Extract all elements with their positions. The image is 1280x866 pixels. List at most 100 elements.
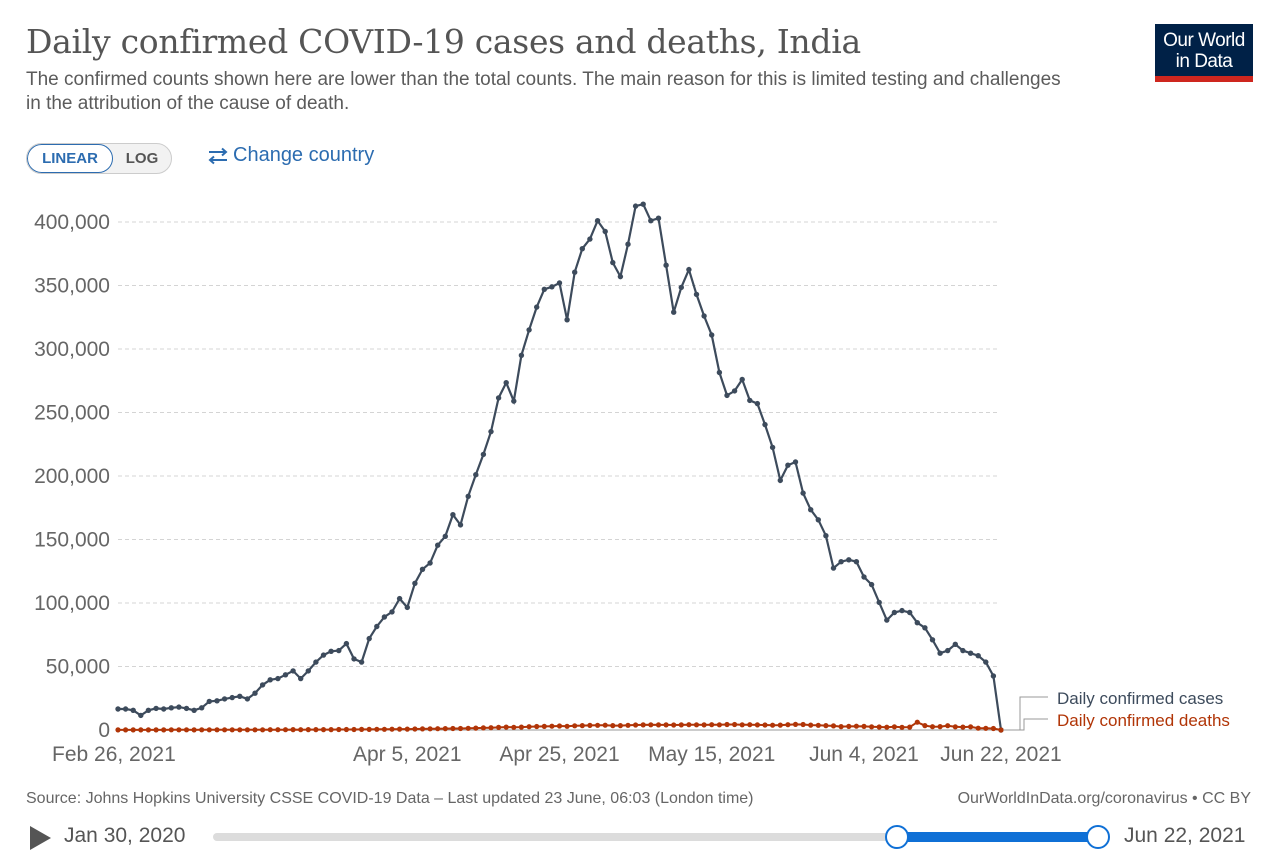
cases-point	[876, 599, 882, 606]
timeline-selected-range[interactable]	[897, 832, 1098, 842]
deaths-point	[282, 727, 289, 733]
cases-point	[777, 477, 783, 484]
deaths-point	[168, 727, 174, 733]
cases-point	[891, 609, 898, 616]
deaths-point	[252, 727, 258, 733]
cases-point	[815, 517, 821, 523]
x-tick-label: Jun 22, 2021	[940, 743, 1061, 766]
cases-point	[259, 682, 266, 688]
deaths-point	[846, 723, 852, 730]
cases-point	[602, 228, 608, 235]
y-tick-label: 150,000	[34, 529, 110, 552]
cases-point	[450, 512, 456, 518]
deaths-point	[777, 722, 783, 728]
cases-point	[381, 614, 388, 620]
cases-point	[564, 317, 570, 323]
deaths-point	[336, 726, 342, 733]
deaths-point	[678, 722, 684, 728]
timeline-end-handle[interactable]	[1086, 825, 1110, 849]
cases-point	[937, 650, 943, 656]
linear-scale-button[interactable]: LINEAR	[27, 144, 113, 173]
deaths-point	[770, 722, 776, 728]
deaths-point	[595, 722, 601, 728]
cases-point	[115, 706, 121, 712]
cases-point	[769, 444, 776, 451]
change-country-button[interactable]: Change country	[206, 144, 374, 167]
cases-point	[404, 604, 410, 611]
deaths-point	[899, 724, 905, 730]
deaths-point	[640, 722, 646, 728]
cases-point	[610, 259, 616, 266]
deaths-point	[374, 726, 380, 732]
timeline-track[interactable]	[213, 833, 1099, 841]
deaths-point	[320, 727, 327, 733]
deaths-point	[343, 726, 349, 733]
y-tick-label: 350,000	[34, 275, 110, 298]
deaths-point	[206, 727, 212, 733]
deaths-point	[823, 723, 829, 729]
cases-point	[214, 698, 220, 704]
deaths-point	[534, 723, 540, 730]
change-country-label: Change country	[233, 144, 375, 166]
cases-point	[747, 397, 753, 404]
deaths-point	[686, 722, 692, 728]
deaths-point	[351, 726, 357, 733]
site-license-link[interactable]: OurWorldInData.org/coronavirus • CC BY	[957, 790, 1251, 807]
deaths-point	[541, 723, 547, 730]
timeline-start-handle[interactable]	[885, 825, 909, 849]
deaths-point	[412, 726, 418, 732]
cases-point	[221, 696, 228, 702]
cases-point	[617, 273, 624, 280]
cases-point	[846, 557, 852, 563]
cases-point	[785, 462, 791, 468]
cases-point	[366, 635, 372, 642]
cases-point	[929, 637, 936, 643]
deaths-point	[914, 719, 920, 725]
play-icon[interactable]	[30, 826, 51, 850]
cases-point	[183, 705, 190, 712]
cases-point	[823, 533, 829, 539]
owid-logo[interactable]: Our World in Data	[1155, 24, 1253, 82]
y-tick-label: 400,000	[34, 211, 110, 234]
cases-point	[153, 705, 159, 712]
cases-point	[861, 574, 867, 580]
deaths-point	[328, 727, 334, 733]
cases-point	[983, 659, 989, 665]
cases-point	[374, 623, 380, 630]
timeline: Jan 30, 2020 Jun 22, 2021	[0, 815, 1280, 866]
deaths-point	[442, 726, 448, 732]
cases-point	[298, 675, 304, 682]
cases-point	[800, 490, 806, 496]
cases-point	[282, 672, 289, 678]
deaths-point	[556, 723, 563, 729]
log-scale-button[interactable]: LOG	[125, 150, 159, 167]
deaths-point	[496, 724, 502, 731]
cases-point	[480, 451, 487, 458]
cases-point	[731, 388, 738, 394]
x-axis-ticks: Feb 26, 2021 Apr 5, 2021 Apr 25, 2021 May 1…	[52, 743, 1062, 766]
cases-point	[457, 522, 464, 528]
deaths-point	[366, 726, 372, 733]
cases-point	[830, 565, 837, 571]
deaths-point	[762, 722, 768, 728]
cases-point	[389, 609, 395, 615]
deaths-point	[115, 727, 121, 733]
deaths-point	[853, 723, 860, 729]
cases-point	[419, 566, 426, 572]
cases-point	[868, 581, 875, 588]
cases-point	[168, 705, 174, 711]
y-tick-label: 250,000	[34, 402, 110, 425]
swap-arrows-icon	[208, 147, 228, 164]
deaths-point	[617, 723, 624, 729]
cases-point	[709, 332, 715, 338]
logo-line-2: in Data	[1175, 51, 1233, 72]
deaths-point	[945, 723, 951, 729]
cases-point	[724, 392, 730, 399]
cases-point	[754, 400, 761, 407]
cases-point	[838, 559, 844, 565]
legend-cases-label: Daily confirmed cases	[1057, 689, 1223, 708]
deaths-point	[381, 726, 387, 732]
deaths-point	[214, 727, 220, 733]
cases-point	[686, 266, 692, 273]
deaths-point	[891, 724, 898, 730]
